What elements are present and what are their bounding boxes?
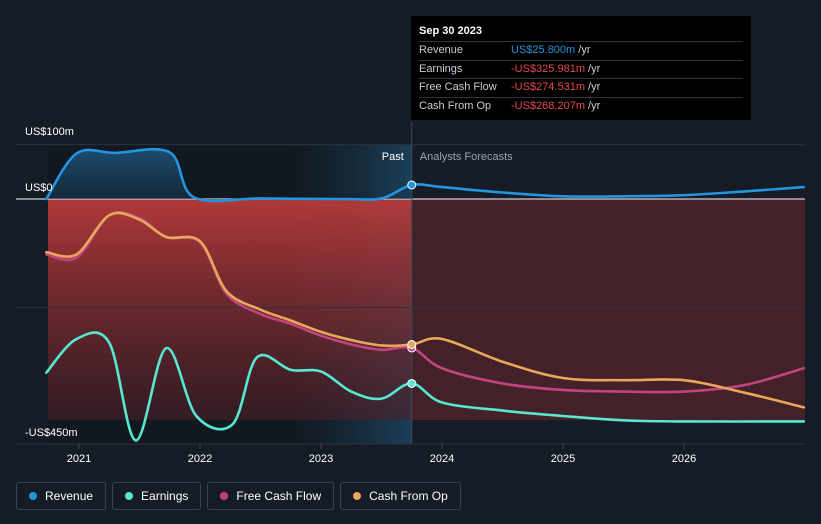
x-tick-label: 2022 [188, 453, 212, 465]
tooltip-label: Revenue [419, 44, 464, 56]
tooltip-label: Cash From Op [419, 99, 492, 112]
legend-item-cash-from-op[interactable]: Cash From Op [340, 482, 461, 510]
legend-label: Revenue [45, 489, 94, 503]
tooltip-label: Free Cash Flow [419, 81, 497, 93]
tooltip: Sep 30 2023 Revenue US$25.800m /yr Earni… [411, 16, 751, 120]
marker-cash-from-op [407, 339, 417, 349]
earnings-dot-icon [125, 492, 134, 500]
legend-item-revenue[interactable]: Revenue [16, 482, 107, 510]
legend-item-free-cash-flow[interactable]: Free Cash Flow [207, 482, 335, 510]
forecast-negative-zone [411, 199, 805, 420]
tooltip-value: -US$325.981m /yr [511, 62, 601, 75]
past-negative-zone [48, 199, 412, 420]
x-tick-label: 2024 [430, 453, 454, 465]
x-tick-label: 2026 [672, 453, 696, 465]
tooltip-row-earnings: Earnings -US$325.981m /yr [419, 59, 743, 79]
y-tick-label: US$100m [25, 126, 74, 138]
forecast-label: Analysts Forecasts [420, 151, 513, 163]
legend-item-earnings[interactable]: Earnings [112, 482, 202, 510]
legend-label: Cash From Op [369, 489, 448, 503]
tooltip-row-free-cash-flow: Free Cash Flow -US$274.531m /yr [419, 78, 743, 97]
tooltip-row-cash-from-op: Cash From Op -US$268.207m /yr [419, 96, 743, 116]
y-tick-label: US$0 [25, 182, 53, 194]
tooltip-date: Sep 30 2023 [419, 25, 482, 37]
chart: US$100m US$0 -US$450m 2021 2022 2023 2024 2025 2… [16, 122, 806, 465]
y-tick-label: -US$450m [25, 427, 78, 439]
legend: Revenue Earnings Free Cash Flow Cash Fro… [16, 482, 461, 510]
tooltip-row-revenue: Revenue US$25.800m /yr [419, 41, 743, 60]
tooltip-label: Earnings [419, 62, 463, 75]
series-line-revenue [45, 147, 806, 203]
x-tick-label: 2025 [551, 453, 575, 465]
revenue-area [46, 149, 412, 202]
marker-revenue [407, 180, 417, 190]
legend-label: Earnings [141, 489, 189, 503]
series-line-cash-from-op [45, 211, 806, 409]
legend-label: Free Cash Flow [236, 489, 322, 503]
free-cash-flow-dot-icon [220, 492, 229, 500]
x-tick-label: 2023 [309, 453, 333, 465]
series-line-free-cash-flow [45, 210, 806, 394]
tooltip-value: -US$268.207m /yr [511, 99, 601, 112]
tooltip-value: -US$274.531m /yr [511, 81, 601, 93]
series-line-earnings [45, 331, 806, 442]
revenue-dot-icon [29, 492, 37, 500]
tooltip-value: US$25.800m /yr [511, 44, 591, 56]
past-label: Past [382, 151, 404, 163]
cash-from-op-dot-icon [353, 492, 362, 500]
marker-earnings [407, 378, 417, 388]
x-tick-label: 2021 [67, 453, 91, 465]
